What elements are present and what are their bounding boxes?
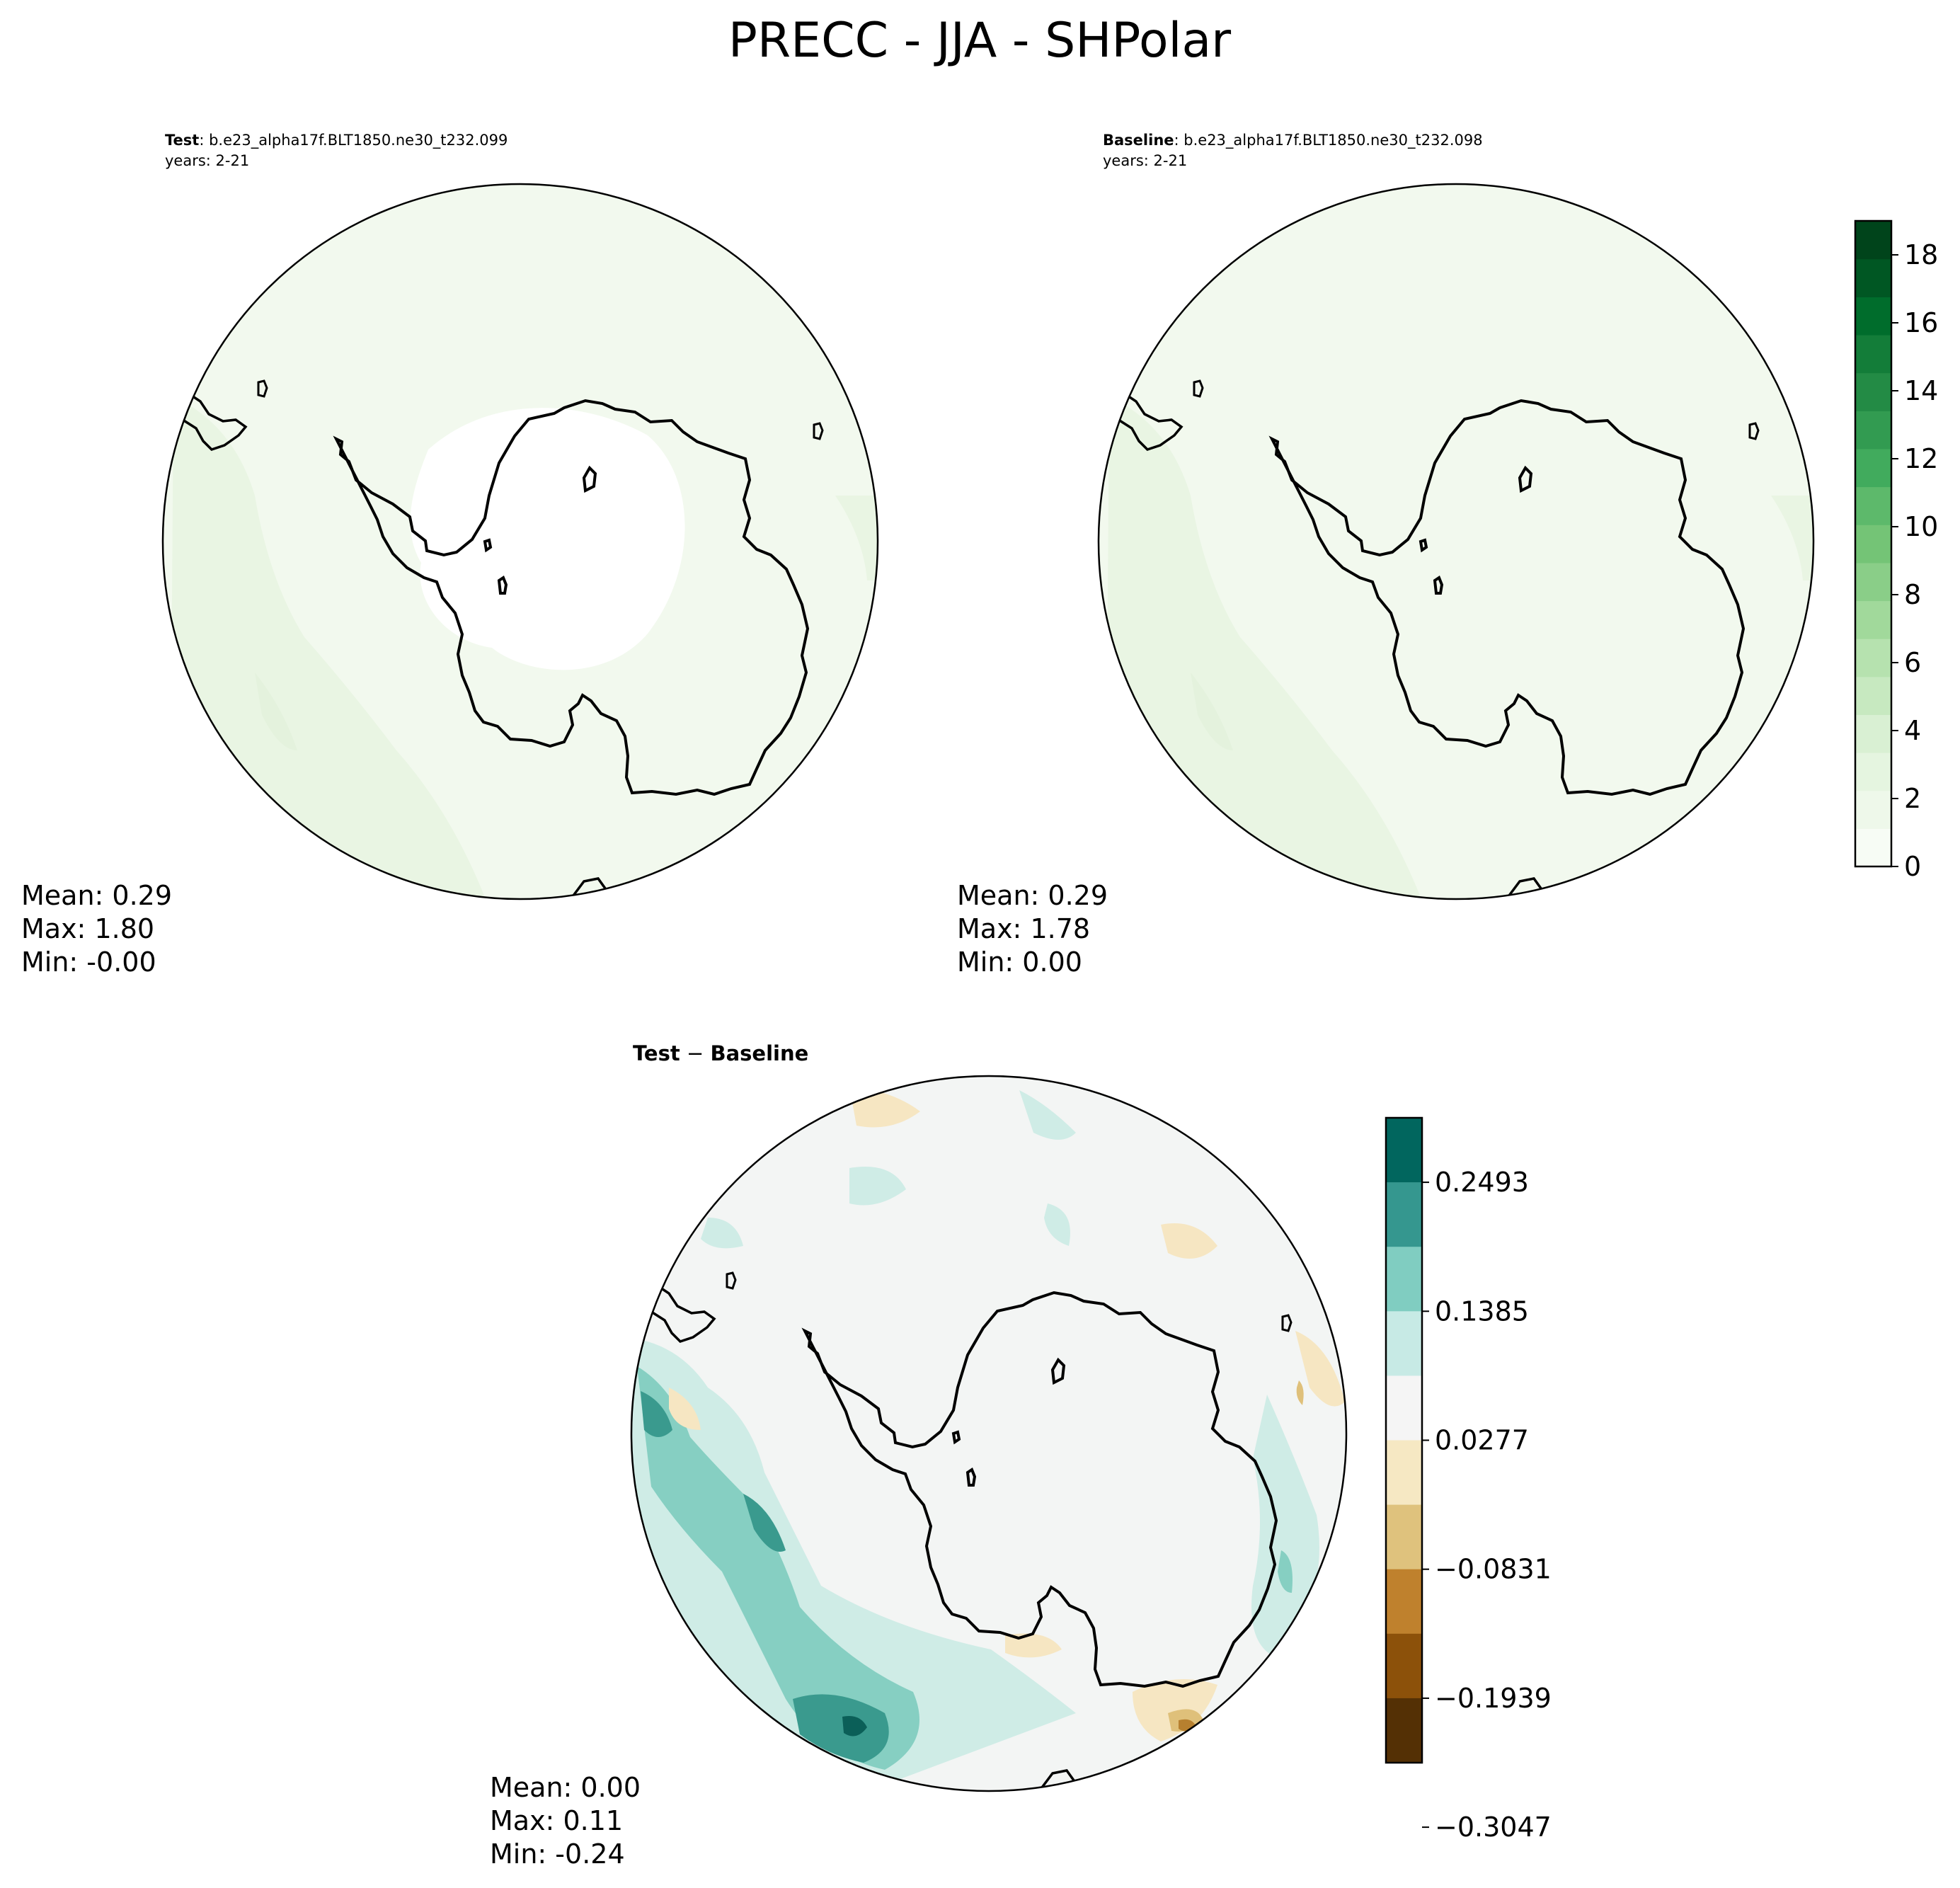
diff-title-baseline: Baseline [710,1041,808,1065]
colorbar-swatch [1855,372,1891,411]
colorbar-tick-label: 10 [1904,511,1938,542]
diff-map [631,1076,1346,1791]
diff-colorbar-swatch [1386,1633,1422,1699]
colorbar-swatch [1855,525,1891,563]
baseline-max: Max: 1.78 [957,913,1090,944]
diff-colorbar-tick-label: −0.0831 [1435,1554,1552,1585]
colorbar-frame [1854,219,1893,868]
colorbar-swatch [1855,562,1891,602]
colorbar-swatch [1855,334,1891,374]
colorbar-swatch [1855,221,1891,260]
test-panel: Test: b.e23_alpha17f.BLT1850.ne30_t232.0… [21,132,879,978]
colorbar-tick-label: 14 [1904,375,1938,406]
colorbar-swatch [1855,828,1891,867]
colorbar-swatch [1855,411,1891,450]
baseline-case-name: : b.e23_alpha17f.BLT1850.ne30_t232.098 [1174,132,1483,149]
diff-title-sep: − [680,1041,711,1065]
baseline-mean: Mean: 0.29 [957,880,1108,911]
colorbar-swatch [1855,753,1891,791]
diff-colorbar-tick-label: −0.1939 [1435,1683,1552,1714]
colorbar-swatch [1855,448,1891,488]
colorbar-tick-label: 0 [1904,851,1921,882]
test-mean: Mean: 0.29 [21,880,172,911]
diff-map-boundary [630,1075,1348,1792]
colorbar-swatch [1855,600,1891,639]
test-min: Min: -0.00 [21,946,156,978]
figure-title: PRECC - JJA - SHPolar [728,13,1231,69]
diff-colorbar-tick-label: 0.0277 [1435,1425,1529,1456]
diff-max: Max: 0.11 [490,1805,623,1836]
diff-colorbar-swatch [1386,1504,1422,1570]
diff-colorbar-swatch [1386,1569,1422,1635]
colorbar-swatch [1855,297,1891,336]
diff-colorbar-swatch [1386,1440,1422,1506]
test-map-boundary [161,183,879,900]
diff-colorbar-tick-label: 0.1385 [1435,1295,1529,1327]
baseline-years: years: 2-21 [1103,152,1187,169]
diff-mean: Mean: 0.00 [490,1772,641,1803]
colorbar-tick-label: 6 [1904,647,1921,678]
test-years: years: 2-21 [165,152,249,169]
test-label-bold: Test [165,132,199,149]
baseline-case-label: Baseline: b.e23_alpha17f.BLT1850.ne30_t2… [1103,132,1483,149]
baseline-panel: Baseline: b.e23_alpha17f.BLT1850.ne30_t2… [957,132,1815,978]
baseline-map-boundary [1097,183,1815,900]
diff-title: Test − Baseline [633,1041,808,1065]
colorbar-tick-label: 18 [1904,239,1938,270]
colorbar-swatch [1855,714,1891,753]
diff-min: Min: -0.24 [490,1838,625,1870]
diff-colorbar-swatch [1386,1118,1422,1183]
test-max: Max: 1.80 [21,913,154,944]
colorbar-tick-label: 2 [1904,783,1921,814]
diff-colorbar: 0.2493 0.1385 0.0277 −0.0831 −0.1939 −0.3047 [1385,1116,1552,1843]
colorbar-swatch [1855,639,1891,677]
diff-title-test: Test [633,1041,680,1065]
diff-colorbar-tick-label: −0.3047 [1435,1812,1552,1843]
colorbar-swatch [1855,676,1891,716]
diff-panel: Test − Baseline [490,1041,1348,1870]
precip-colorbar: 0 2 4 6 8 10 12 14 16 18 [1854,219,1938,882]
diff-colorbar-tick-label: 0.2493 [1435,1167,1529,1198]
diff-colorbar-swatch [1386,1698,1422,1763]
colorbar-tick-label: 12 [1904,443,1938,474]
diff-colorbar-swatch [1386,1182,1422,1247]
colorbar-tick-label: 8 [1904,579,1921,610]
colorbar-swatch [1855,258,1891,297]
colorbar-swatch [1855,486,1891,525]
colorbar-tick-label: 16 [1904,307,1938,338]
test-case-name: : b.e23_alpha17f.BLT1850.ne30_t232.099 [199,132,508,149]
test-case-label: Test: b.e23_alpha17f.BLT1850.ne30_t232.0… [165,132,508,149]
colorbar-tick-label: 4 [1904,715,1921,746]
diff-colorbar-swatch [1386,1375,1422,1441]
diff-colorbar-swatch [1386,1247,1422,1312]
colorbar-swatch [1855,790,1891,829]
diff-colorbar-swatch [1386,1311,1422,1376]
baseline-label-bold: Baseline [1103,132,1174,149]
baseline-min: Min: 0.00 [957,946,1082,978]
